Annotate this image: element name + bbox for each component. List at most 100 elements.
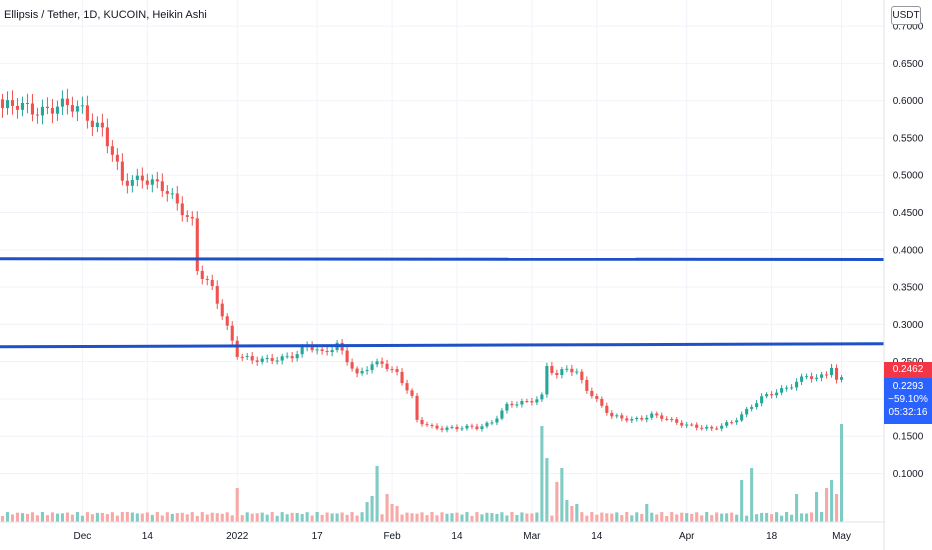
candle-body <box>790 387 794 389</box>
time-axis-labels: Dec 14 2022 17 Feb 14 Mar 14 Apr 18 May <box>74 531 851 542</box>
candle-body <box>350 362 354 369</box>
candle-body <box>95 122 99 127</box>
volume-bar <box>500 512 504 522</box>
price-tick-label: 0.7000 <box>893 22 924 33</box>
volume-bar <box>715 512 719 522</box>
volume-bar <box>40 512 45 522</box>
volume-bars <box>0 424 844 522</box>
grid-lines <box>0 0 884 522</box>
time-tick-label: 17 <box>312 531 324 542</box>
candle-body <box>425 424 429 426</box>
candle-body <box>135 175 139 180</box>
candle-body <box>805 376 809 378</box>
candle-body <box>505 403 509 411</box>
price-tick-label: 0.1500 <box>893 432 924 443</box>
volume-bar <box>425 515 429 522</box>
volume-bar <box>160 515 164 522</box>
volume-bar <box>445 513 449 522</box>
price-tick-label: 0.5500 <box>893 133 924 144</box>
candle-body <box>155 179 159 182</box>
candle-body <box>175 193 179 204</box>
volume-bar <box>545 458 549 522</box>
candle-body <box>0 99 5 109</box>
volume-bar <box>230 515 234 522</box>
volume-bar <box>220 513 224 522</box>
candle-body <box>105 127 109 147</box>
volume-bar <box>275 515 279 522</box>
candle-body <box>465 425 469 429</box>
volume-bar <box>475 512 479 522</box>
candle-body <box>365 370 369 372</box>
candle-body <box>785 387 789 389</box>
volume-bar <box>465 512 469 522</box>
volume-bar <box>270 512 274 522</box>
volume-bar <box>820 512 824 522</box>
candle-body <box>360 371 364 374</box>
volume-bar <box>340 512 344 522</box>
candle-body <box>190 216 194 219</box>
volume-bar <box>775 512 779 522</box>
volume-bar <box>20 513 25 522</box>
candle-body <box>255 360 259 362</box>
currency-unit-button[interactable]: USDT <box>891 6 921 25</box>
volume-bar <box>385 494 389 522</box>
volume-bar <box>455 512 459 522</box>
volume-bar <box>800 513 804 522</box>
candle-body <box>355 368 359 374</box>
candle-body <box>810 376 814 379</box>
candle-body <box>380 361 384 364</box>
volume-bar <box>780 515 784 522</box>
price-tick-label: 0.3000 <box>893 320 924 331</box>
candle-body <box>450 426 454 428</box>
bar-countdown: 05:32:16 <box>888 407 928 418</box>
volume-bar <box>785 512 789 522</box>
volume-bar <box>355 515 359 522</box>
symbol-title[interactable]: Ellipsis / Tether, 1D, KUCOIN, Heikin As… <box>4 9 207 21</box>
candle-body <box>630 419 634 421</box>
candle-body <box>475 426 479 429</box>
volume-bar <box>670 512 674 522</box>
volume-bar <box>645 504 649 522</box>
candle-body <box>150 179 154 185</box>
volume-bar <box>150 514 154 522</box>
candle-body <box>140 175 144 181</box>
price-tick-label: 0.5000 <box>893 171 924 182</box>
volume-bar <box>460 514 464 522</box>
candle-body <box>245 356 249 358</box>
time-tick-label: 2022 <box>226 531 249 542</box>
volume-bar <box>750 468 754 522</box>
volume-bar <box>250 513 254 522</box>
volume-bar <box>745 515 749 522</box>
volume-bar <box>505 515 509 522</box>
candle-body <box>250 356 254 361</box>
candlesticks <box>0 88 844 433</box>
volume-bar <box>700 515 704 522</box>
time-tick-label: Feb <box>383 531 401 542</box>
volume-bar <box>195 515 199 522</box>
volume-bar <box>605 513 609 522</box>
candle-body <box>205 278 209 280</box>
candle-body <box>75 106 79 112</box>
candle-body <box>370 364 374 371</box>
volume-bar <box>65 512 69 522</box>
candle-body <box>670 419 674 421</box>
price-tick-label: 0.3500 <box>893 283 924 294</box>
candle-body <box>300 346 304 355</box>
volume-bar <box>395 506 399 522</box>
candle-body <box>520 401 524 405</box>
price-tick-label: 0.6500 <box>893 59 924 70</box>
volume-bar <box>600 512 604 522</box>
candle-body <box>405 383 409 391</box>
candle-body <box>220 303 224 317</box>
candle-body <box>215 286 219 304</box>
candle-body <box>460 428 464 430</box>
volume-bar <box>120 512 124 522</box>
candle-body <box>45 106 49 109</box>
candle-body <box>765 394 769 397</box>
volume-bar <box>375 466 379 522</box>
candle-body <box>665 418 669 420</box>
candle-body <box>410 390 414 396</box>
candle-body <box>530 401 534 403</box>
price-tick-label: 0.4000 <box>893 245 924 256</box>
volume-bar <box>835 494 839 522</box>
